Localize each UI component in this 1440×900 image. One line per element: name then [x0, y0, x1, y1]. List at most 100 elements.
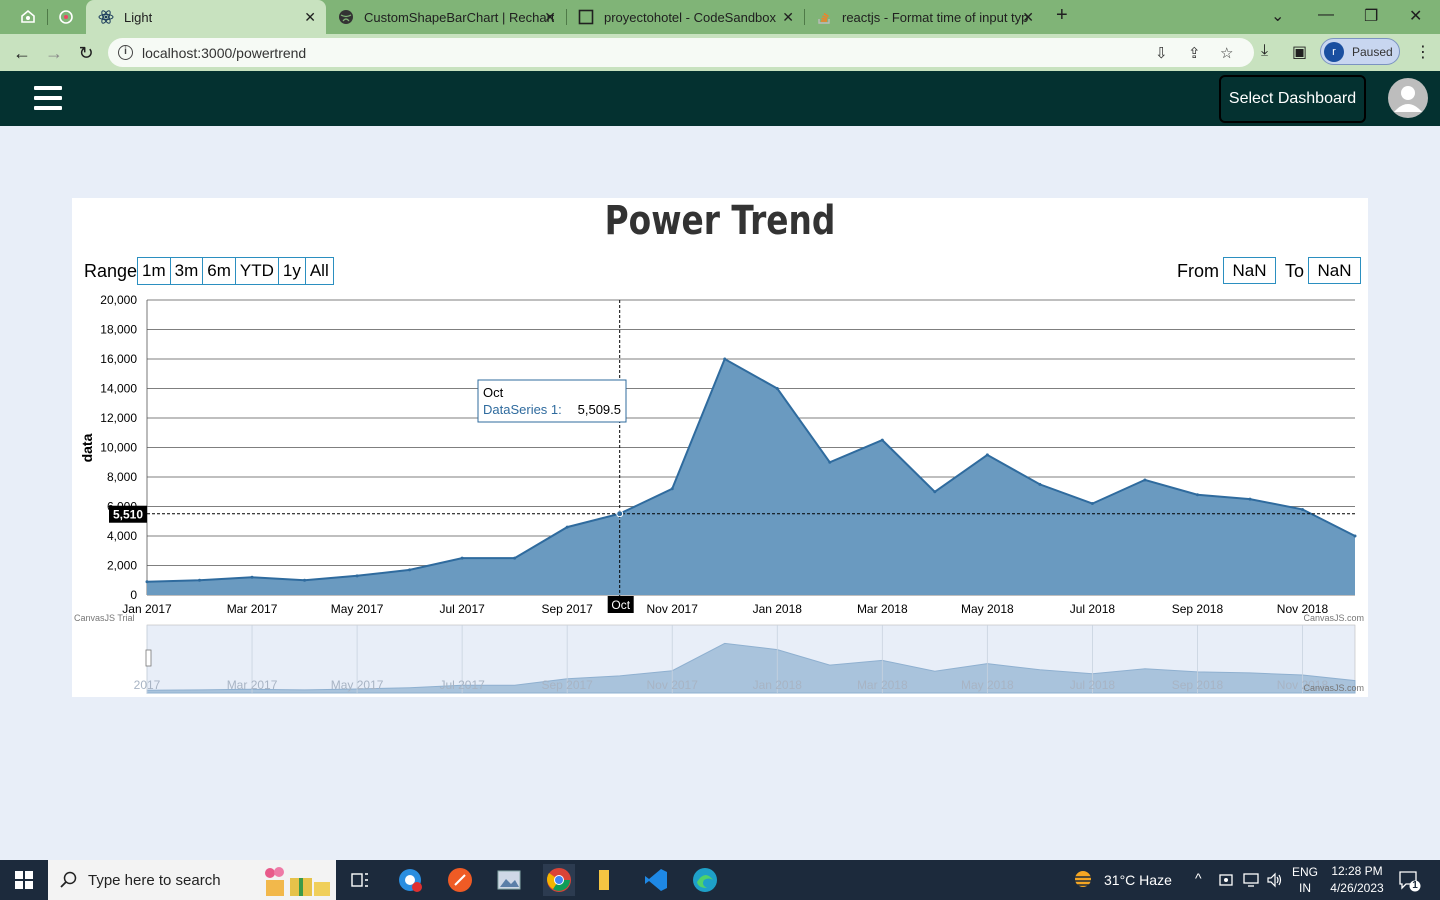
power-trend-chart[interactable]: 02,0004,0006,0008,00010,00012,00014,0001… [72, 198, 1368, 697]
data-point[interactable] [408, 568, 412, 572]
chrome-alt-icon[interactable] [394, 864, 426, 896]
navigator-tick-label: May 2017 [331, 678, 384, 692]
hamburger-menu-icon[interactable] [34, 86, 62, 110]
data-point[interactable] [1038, 482, 1042, 486]
tooltip-series-label: DataSeries 1: [483, 402, 562, 417]
profile-button[interactable]: r Paused [1320, 38, 1400, 65]
x-tick-label: Mar 2018 [857, 602, 908, 616]
crosshair-x-label: Oct [611, 598, 630, 612]
range-button-6m[interactable]: 6m [203, 258, 236, 284]
search-placeholder: Type here to search [88, 872, 221, 889]
data-point[interactable] [460, 556, 464, 560]
edge-icon[interactable] [689, 864, 721, 896]
share-icon[interactable]: ⇪ [1188, 45, 1201, 62]
close-icon[interactable]: ✕ [544, 9, 556, 25]
new-tab-icon[interactable]: + [1056, 4, 1068, 26]
data-point[interactable] [1195, 493, 1199, 497]
meet-now-icon[interactable] [1218, 872, 1234, 888]
address-bar[interactable]: i localhost:3000/powertrend ⇩ ⇪ ☆ [108, 38, 1254, 67]
data-point[interactable] [145, 580, 149, 584]
data-point[interactable] [670, 487, 674, 491]
crosshair-y-label-bg [109, 505, 147, 523]
download-icon[interactable]: ⤓ [1261, 42, 1269, 59]
network-icon[interactable] [1242, 872, 1260, 888]
data-point[interactable] [565, 525, 569, 529]
tab-search-chevron-icon[interactable]: ⌄ [1271, 8, 1285, 25]
crosshair-y-label: 5,510 [113, 508, 143, 522]
windows-start-icon[interactable] [0, 860, 48, 900]
data-point[interactable] [775, 387, 779, 390]
tab-title: reactjs - Format time of input typ [842, 9, 1029, 25]
install-app-icon[interactable]: ⇩ [1155, 45, 1168, 62]
range-button-ytd[interactable]: YTD [235, 258, 279, 284]
select-dashboard-button[interactable]: Select Dashboard [1219, 75, 1366, 123]
language-in[interactable]: IN [1299, 881, 1311, 895]
stackoverflow-icon [816, 9, 832, 25]
reload-icon[interactable]: ↻ [78, 42, 94, 63]
postman-icon[interactable] [444, 864, 476, 896]
user-avatar-icon[interactable] [1388, 78, 1428, 118]
tab-stackoverflow[interactable]: reactjs - Format time of input typ ✕ [804, 0, 1044, 34]
restore-icon[interactable]: ❐ [1364, 8, 1379, 25]
data-point[interactable] [250, 575, 254, 579]
close-icon[interactable]: ✕ [304, 9, 316, 25]
data-point[interactable] [1090, 502, 1094, 506]
tab-recharts[interactable]: CustomShapeBarChart | Recharts ✕ [326, 0, 566, 34]
file-explorer-icon[interactable] [590, 864, 622, 896]
range-button-all[interactable]: All [305, 258, 333, 284]
data-point[interactable] [1248, 497, 1252, 501]
data-point[interactable] [198, 578, 202, 582]
data-point[interactable] [303, 578, 307, 582]
pinned-tab-icon[interactable] [54, 5, 78, 29]
data-series-area[interactable] [147, 359, 1355, 595]
info-icon[interactable]: i [118, 45, 133, 60]
photos-app-icon[interactable] [493, 864, 525, 896]
vscode-icon[interactable] [640, 864, 672, 896]
notification-icon[interactable] [1398, 870, 1422, 892]
chart-title: Power Trend [604, 198, 836, 244]
close-icon[interactable]: ✕ [782, 9, 794, 25]
clock-date[interactable]: 4/26/2023 [1330, 881, 1384, 895]
menu-kebab-icon[interactable]: ⋮ [1415, 44, 1431, 61]
to-date-input[interactable]: NaN [1308, 257, 1361, 284]
weather-haze-icon [1072, 871, 1094, 887]
data-point[interactable] [1143, 478, 1147, 482]
side-panel-icon[interactable]: ▣ [1292, 44, 1308, 61]
back-arrow-icon[interactable]: ← [13, 42, 31, 63]
weather-text[interactable]: 31°C Haze [1104, 872, 1172, 888]
pinned-tab-icon[interactable] [16, 5, 40, 29]
range-button-1y[interactable]: 1y [278, 258, 306, 284]
volume-icon[interactable] [1266, 872, 1284, 888]
chrome-icon[interactable] [543, 864, 575, 896]
clock-time[interactable]: 12:28 PM [1331, 864, 1383, 878]
minimize-icon[interactable]: — [1318, 6, 1334, 23]
data-point[interactable] [985, 453, 989, 457]
range-button-3m[interactable]: 3m [170, 258, 204, 284]
data-point[interactable] [355, 574, 359, 578]
close-icon[interactable]: ✕ [1022, 9, 1034, 25]
close-window-icon[interactable]: ✕ [1409, 8, 1423, 25]
forward-arrow-icon[interactable]: → [45, 42, 63, 63]
language-eng[interactable]: ENG [1291, 865, 1318, 879]
data-point[interactable] [513, 556, 517, 560]
data-point[interactable] [1300, 507, 1304, 511]
data-point[interactable] [723, 357, 727, 361]
data-point[interactable] [933, 490, 937, 494]
tab-codesandbox[interactable]: proyectohotel - CodeSandbox ✕ [566, 0, 804, 34]
tab-light[interactable]: Light ✕ [86, 0, 326, 34]
range-button-1m[interactable]: 1m [138, 258, 171, 284]
data-point[interactable] [828, 460, 832, 464]
taskbar-search-input[interactable]: Type here to search [48, 860, 336, 900]
x-tick-label: Sep 2017 [541, 602, 593, 616]
y-tick-label: 18,000 [100, 323, 137, 337]
from-date-input[interactable]: NaN [1223, 257, 1276, 284]
x-tick-label: Jan 2018 [753, 602, 803, 616]
data-point[interactable] [880, 438, 884, 442]
bookmark-star-icon[interactable]: ☆ [1220, 45, 1234, 62]
data-point[interactable] [1353, 534, 1357, 538]
show-hidden-icons-chevron-icon[interactable]: ^ [1195, 870, 1202, 886]
credit-right: CanvasJS.com [1303, 613, 1364, 623]
task-view-icon[interactable] [344, 864, 376, 896]
navigator-handle[interactable] [145, 649, 152, 667]
y-tick-label: 0 [130, 588, 137, 602]
